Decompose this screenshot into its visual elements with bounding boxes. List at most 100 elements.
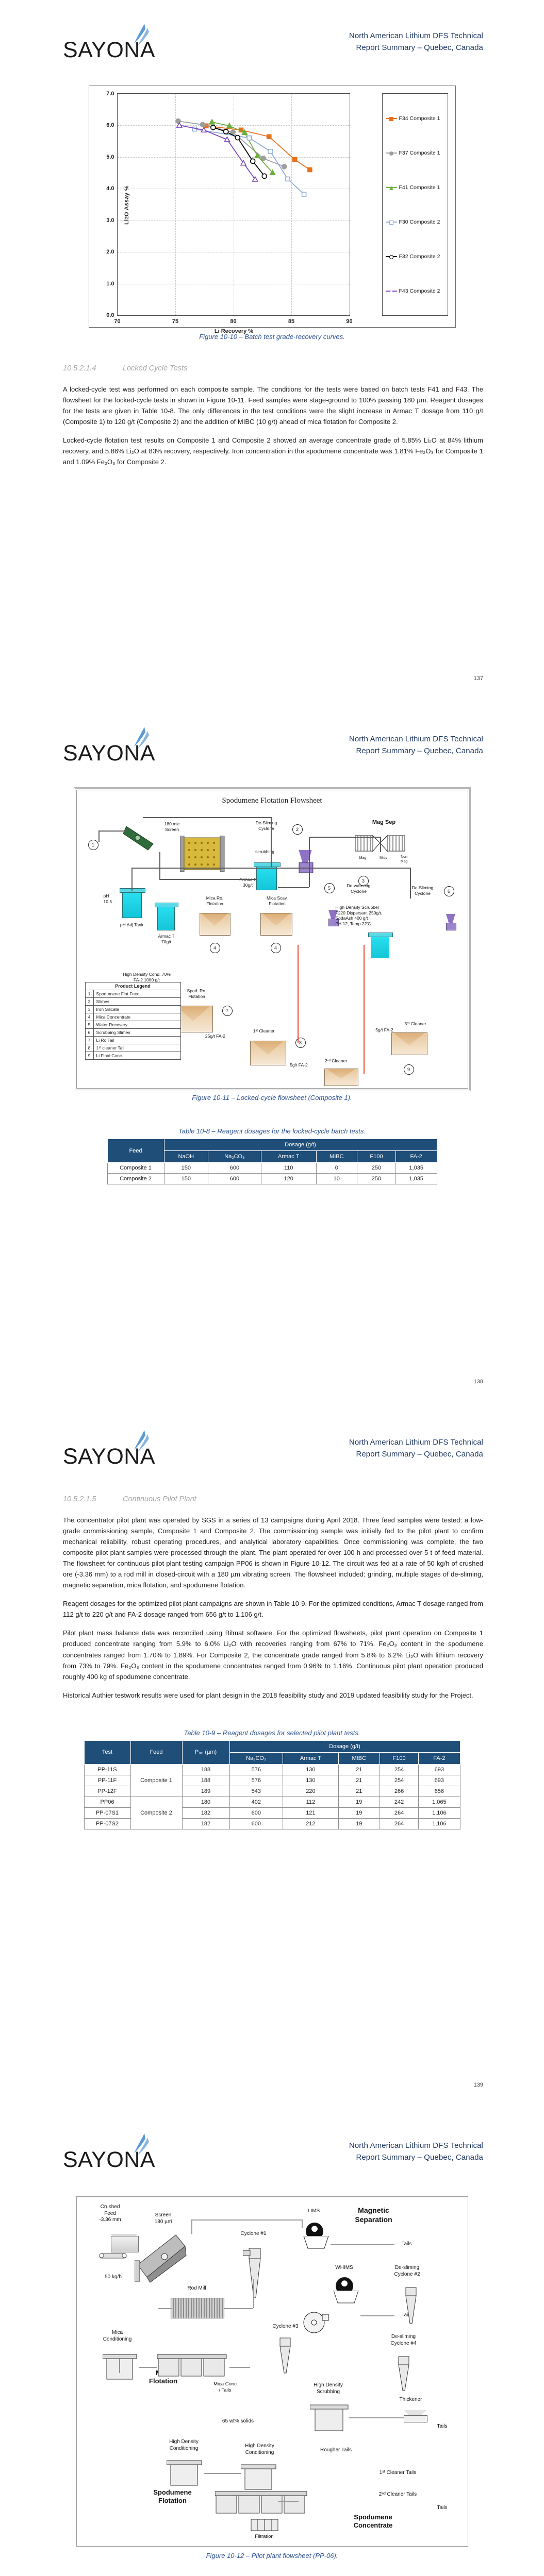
cell-value: 21	[338, 1764, 380, 1775]
thickener-icon	[403, 2410, 427, 2422]
th-f100: F100	[379, 1752, 419, 1765]
cyclone-1-icon	[242, 2248, 261, 2298]
page-number: 138	[473, 1379, 483, 1385]
non-mag-label: Non Mag	[400, 855, 408, 863]
spodumene-concentrate-title: Spodumene Concentrate	[353, 2513, 393, 2530]
y-tick-7: 7.0	[106, 91, 114, 97]
cell-value: 656	[418, 1785, 460, 1797]
page-number: 137	[473, 675, 483, 682]
mica-flotation-cells-icon	[157, 2354, 226, 2377]
cell-value: 0	[316, 1162, 358, 1174]
rod-mill-label: Rod Mill	[187, 2285, 206, 2291]
legend-row: 9 Li Final Conc.	[85, 1052, 181, 1060]
chart-series-f30-composite-2	[191, 126, 306, 197]
legend-name: Spodumene Flot Feed	[93, 990, 181, 998]
hd-conditioning-tank-1-icon	[166, 2460, 202, 2486]
rougher-tails-label: Rougher Tails	[320, 2447, 352, 2453]
hd-scrubber-label: High Density Scrubber F220 Dispersant 25…	[335, 905, 383, 926]
header-title-line2: Report Summary – Quebec, Canada	[356, 1450, 483, 1459]
cell-p80: 182	[182, 1807, 230, 1819]
sayona-logo: SAYONA	[63, 2132, 171, 2175]
section-heading-locked-cycle: 10.5.2.1.4 Locked Cycle Tests	[63, 364, 483, 372]
chart-series-f32-composite-2	[210, 125, 267, 179]
dewatering-cyclone-label: De-watering Cyclone	[347, 883, 371, 894]
stream-number-7: 7	[222, 1006, 233, 1016]
cell-value: 10	[316, 1173, 358, 1184]
table-row: Composite 1 150 600 110 0 250 1,035	[107, 1162, 437, 1174]
dewatering-cyclone-icon	[328, 910, 339, 926]
logo-text: SAYONA	[63, 2147, 156, 2172]
legend-row: 8 1ˢᵗ cleaner Tail	[85, 1044, 181, 1052]
page-header: SAYONA North American Lithium DFS Techni…	[0, 703, 544, 768]
cell-value: 600	[229, 1807, 284, 1819]
legend-row: 5 Water Recovery	[85, 1021, 181, 1029]
legend-swatch-3	[385, 220, 397, 225]
spodumene-flotation-title: Spodumene Flotation	[153, 2488, 192, 2505]
fa2-5a-label: 5g/t FA-2	[290, 1062, 308, 1067]
cell-feed: Composite 2	[107, 1173, 164, 1184]
filtration-icon	[251, 2519, 278, 2531]
product-legend-table: Product Legend 1 Spodumene Flot Feed 2 Sli…	[85, 982, 181, 1060]
chart-series-layer	[175, 118, 312, 197]
th-mibc: MIBC	[338, 1752, 380, 1765]
legend-name: Slimes	[93, 997, 181, 1006]
second-cleaner-cell-icon	[324, 1069, 358, 1086]
cyclone-1-label: Cyclone #1	[240, 2231, 267, 2236]
mica-scavenger-cell-icon	[260, 913, 292, 936]
cell-value: 250	[357, 1173, 396, 1184]
cell-test: PP06	[84, 1796, 131, 1808]
cell-p80: 189	[182, 1785, 230, 1797]
table-10-9-caption: Table 10-9 – Reagent dosages for selecte…	[184, 1728, 360, 1737]
header-title-line1: North American Lithium DFS Technical	[349, 31, 483, 40]
header-title-line1: North American Lithium DFS Technical	[349, 2141, 483, 2150]
cell-value: 1,065	[418, 1796, 460, 1808]
tails-label-2: Tails	[401, 2312, 412, 2318]
chart-plot-area: Li 2 O Assay % 7.0 6.0 5.0 4.0 3.0 2.0 1.0…	[106, 91, 352, 334]
figure-10-12-caption: Figure 10-12 – Pilot plant flowsheet (PP…	[206, 2552, 338, 2560]
cell-value: 150	[163, 1162, 209, 1174]
table-row: PP-11S Composite 1 188 576 130 21 254 69…	[84, 1764, 460, 1797]
section-title: Continuous Pilot Plant	[123, 1495, 196, 1503]
x-tick-0: 70	[114, 318, 121, 325]
section-number: 10.5.2.1.5	[63, 1495, 96, 1503]
cell-value: 600	[229, 1818, 284, 1829]
legend-item-2: F41 Composite 1	[385, 184, 444, 191]
legend-swatch-1	[385, 151, 397, 156]
header-title: North American Lithium DFS Technical Rep…	[349, 23, 483, 54]
legend-num: 6	[85, 1028, 94, 1037]
paragraph: Reagent dosages for the optimized pilot …	[63, 1600, 483, 1619]
cyclone-3-label: Cyclone #3	[272, 2324, 299, 2329]
cell-value: 19	[338, 1807, 380, 1819]
logo-swoosh-icon	[134, 727, 149, 749]
y-tick-1: 1.0	[106, 280, 114, 287]
cyclone-3-icon	[279, 2337, 291, 2374]
chart-legend: F34 Composite 1 F37 Composite 1 F41 Comp…	[382, 93, 448, 316]
th-test: Test	[84, 1740, 131, 1765]
cell-value: 576	[229, 1774, 284, 1786]
cell-test: PP-07S1	[84, 1807, 131, 1819]
x-tick-4: 90	[346, 318, 353, 325]
legend-num: 5	[85, 1021, 94, 1029]
figure-10-10-container: Li 2 O Assay % 7.0 6.0 5.0 4.0 3.0 2.0 1.0…	[0, 65, 544, 341]
stream-number-4b: 4	[270, 943, 281, 953]
legend-name: Li Final Conc.	[93, 1052, 181, 1060]
fa2-25-label: 25g/t FA-2	[205, 1033, 226, 1039]
th-na2co3: Na₂CO₃	[229, 1752, 284, 1765]
mica-scav-label: Mica Scav. Flotation	[267, 895, 288, 906]
header-title-line2: Report Summary – Quebec, Canada	[356, 43, 483, 53]
legend-label-0: F34 Composite 1	[399, 115, 440, 122]
cell-value: 110	[260, 1162, 317, 1174]
table-row: Composite 2 150 600 120 10 250 1,035	[107, 1173, 437, 1184]
fa2-5b-label: 5g/t FA-2	[375, 1027, 393, 1032]
mica-conc-tails-label: Mica Conc / Tails	[213, 2381, 237, 2393]
th-fa2: FA-2	[418, 1752, 460, 1765]
cell-value: 266	[379, 1785, 419, 1797]
legend-num: 8	[85, 1044, 94, 1052]
stream-number-9: 9	[403, 1064, 414, 1075]
page-1: SAYONA North American Lithium DFS Techni…	[0, 0, 544, 703]
cell-p80: 188	[182, 1774, 230, 1786]
hd-scrubbing-tank-icon	[309, 2404, 348, 2431]
stream-number-6: 6	[443, 886, 454, 896]
tails-label-3: Tails	[437, 2424, 448, 2429]
cell-value: 220	[283, 1785, 339, 1797]
